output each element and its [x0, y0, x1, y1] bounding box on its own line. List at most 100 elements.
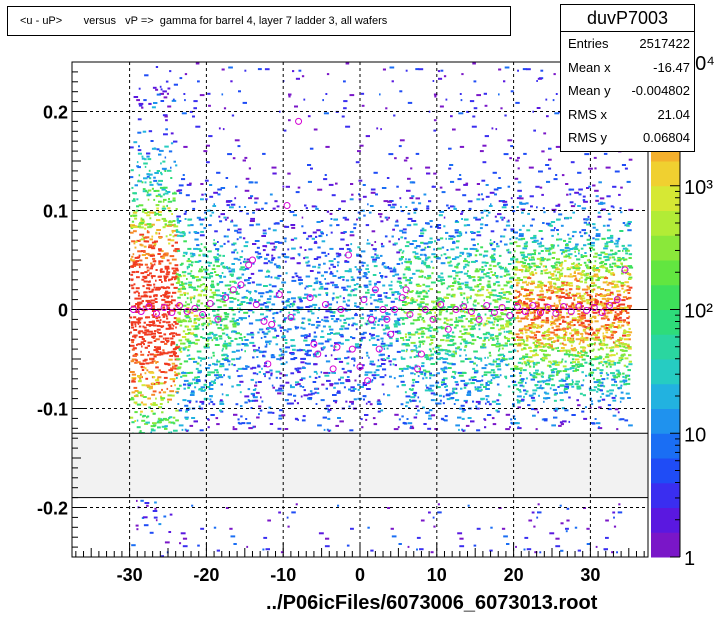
- heatmap-cell: [264, 275, 270, 278]
- heatmap-cell: [228, 377, 231, 380]
- heatmap-cell: [344, 307, 347, 310]
- heatmap-cell: [191, 332, 194, 335]
- heatmap-cell: [559, 249, 565, 252]
- heatmap-cell: [241, 367, 245, 370]
- heatmap-cell: [372, 260, 377, 263]
- heatmap-cell: [460, 379, 466, 382]
- heatmap-cell: [404, 333, 408, 336]
- heatmap-cell: [152, 257, 156, 260]
- heatmap-cell: [179, 350, 183, 353]
- heatmap-cell: [368, 356, 370, 359]
- heatmap-cell: [260, 396, 262, 399]
- heatmap-cell: [375, 256, 380, 259]
- heatmap-cell: [185, 316, 191, 319]
- heatmap-cell: [255, 391, 260, 394]
- heatmap-cell: [568, 291, 571, 294]
- heatmap-cell: [563, 255, 567, 258]
- heatmap-cell: [357, 211, 361, 214]
- heatmap-cell: [152, 316, 156, 318]
- heatmap-cell: [460, 271, 463, 274]
- heatmap-cell: [373, 299, 378, 302]
- heatmap-cell: [498, 292, 501, 294]
- heatmap-cell: [518, 336, 524, 339]
- heatmap-cell: [397, 292, 401, 295]
- heatmap-cell: [408, 336, 412, 339]
- heatmap-cell: [194, 376, 198, 379]
- heatmap-cell: [436, 317, 439, 320]
- heatmap-cell: [534, 251, 536, 254]
- heatmap-cell: [185, 409, 190, 411]
- heatmap-cell: [233, 413, 238, 416]
- heatmap-cell: [492, 265, 497, 268]
- heatmap-cell: [272, 172, 277, 175]
- heatmap-cell: [521, 211, 524, 214]
- heatmap-cell: [369, 309, 374, 312]
- heatmap-cell: [196, 304, 200, 307]
- heatmap-cell: [333, 399, 338, 402]
- heatmap-cell: [296, 311, 300, 314]
- heatmap-cell: [490, 256, 496, 259]
- heatmap-cell: [555, 537, 560, 540]
- heatmap-cell: [375, 254, 379, 257]
- heatmap-cell: [471, 260, 475, 263]
- heatmap-cell: [350, 243, 353, 246]
- heatmap-cell: [398, 249, 401, 252]
- heatmap-cell: [184, 333, 189, 335]
- heatmap-cell: [194, 325, 199, 328]
- heatmap-cell: [439, 105, 444, 108]
- heatmap-cell: [351, 337, 356, 340]
- heatmap-cell: [464, 284, 469, 286]
- heatmap-cell: [208, 402, 211, 405]
- heatmap-cell: [254, 399, 259, 402]
- heatmap-cell: [439, 276, 444, 279]
- heatmap-cell: [448, 354, 454, 357]
- heatmap-cell: [450, 235, 455, 238]
- heatmap-cell: [176, 215, 181, 218]
- heatmap-cell: [224, 359, 229, 361]
- heatmap-cell: [197, 376, 200, 378]
- heatmap-cell: [219, 220, 223, 223]
- heatmap-cell: [184, 210, 187, 213]
- heatmap-cell: [324, 340, 330, 343]
- heatmap-cell: [204, 268, 209, 271]
- heatmap-cell: [477, 386, 482, 389]
- heatmap-cell: [410, 341, 416, 344]
- heatmap-cell: [427, 245, 430, 248]
- heatmap-cell: [535, 305, 540, 308]
- heatmap-cell: [214, 333, 218, 336]
- heatmap-cell: [466, 110, 470, 113]
- heatmap-cell: [167, 238, 171, 241]
- heatmap-cell: [204, 388, 207, 391]
- heatmap-cell: [199, 400, 205, 403]
- heatmap-cell: [552, 374, 555, 377]
- heatmap-cell: [367, 239, 369, 242]
- heatmap-cell: [174, 364, 178, 367]
- heatmap-cell: [357, 388, 360, 391]
- heatmap-cell: [307, 318, 311, 321]
- heatmap-cell: [427, 274, 432, 277]
- heatmap-cell: [273, 263, 277, 266]
- heatmap-cell: [134, 323, 137, 326]
- heatmap-cell: [140, 365, 143, 368]
- heatmap-cell: [200, 389, 206, 392]
- heatmap-cell: [218, 335, 223, 338]
- heatmap-cell: [311, 323, 315, 326]
- heatmap-cell: [167, 351, 172, 354]
- heatmap-cell: [199, 250, 202, 252]
- heatmap-cell: [211, 332, 214, 335]
- heatmap-cell: [453, 326, 457, 329]
- heatmap-cell: [409, 243, 414, 245]
- heatmap-cell: [170, 337, 174, 340]
- heatmap-cell: [342, 288, 348, 291]
- heatmap-cell: [563, 353, 569, 356]
- heatmap-cell: [175, 345, 181, 348]
- heatmap-cell: [453, 280, 457, 283]
- heatmap-cell: [297, 276, 302, 279]
- heatmap-cell: [555, 295, 559, 297]
- heatmap-cell: [171, 309, 177, 312]
- heatmap-cell: [316, 352, 319, 355]
- heatmap-cell: [476, 527, 481, 530]
- heatmap-cell: [460, 360, 465, 363]
- heatmap-cell: [235, 292, 240, 295]
- heatmap-cell: [207, 338, 210, 341]
